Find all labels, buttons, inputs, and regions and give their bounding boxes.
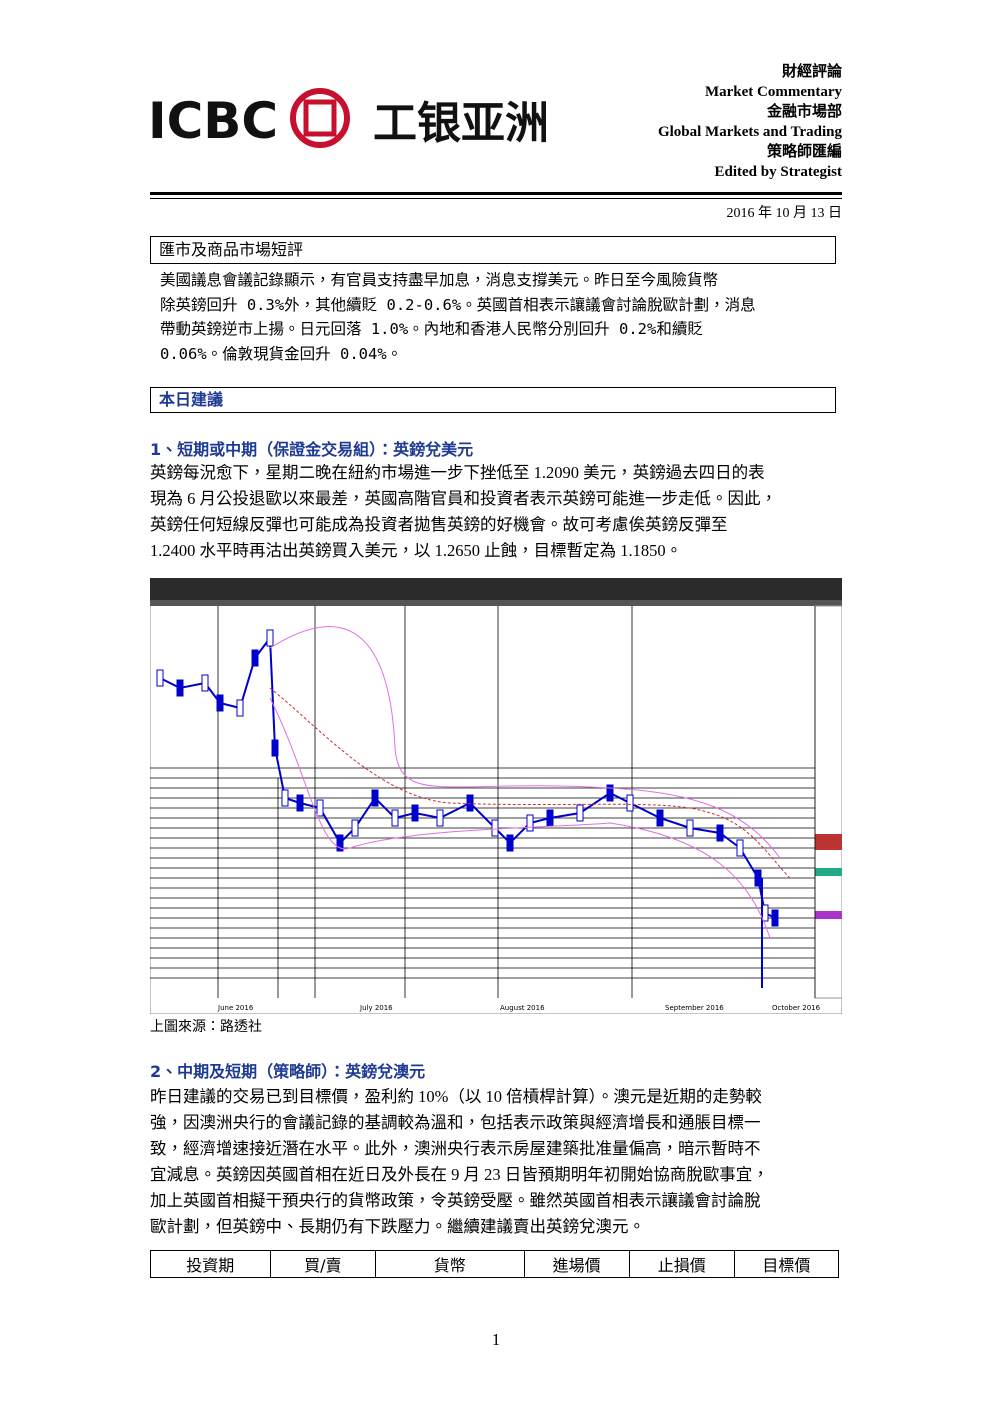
candle — [216, 694, 224, 712]
candle — [656, 809, 664, 827]
header-line: 策略師匯編 — [766, 144, 842, 160]
marker — [815, 911, 842, 919]
candle — [296, 794, 304, 812]
text-line: 歐計劃，但英鎊中、長期仍有下跌壓力。繼續建議賣出英鎊兌澳元。 — [150, 1217, 645, 1236]
price-axis — [814, 605, 842, 999]
logo: ICBC 工银亚洲 — [148, 88, 549, 148]
date: 2016 年 10 月 13 日 — [726, 206, 843, 221]
candle — [251, 649, 259, 667]
text-line: 現為 6 月公投退歐以來最差，英國高階官員和投資者表示英鎊可能進一步走低。因此， — [150, 489, 777, 508]
logo-mark — [290, 88, 350, 148]
header-line: 財經評論 — [781, 64, 842, 80]
toolbar — [150, 578, 842, 600]
axis-label: October 2016 — [772, 1004, 821, 1012]
heading: 2、中期及短期（策略師）：英鎊兌澳元 — [150, 1062, 426, 1081]
section-title: 本日建議 — [150, 387, 836, 413]
axis-label: July 2016 — [359, 1004, 393, 1012]
candle — [736, 839, 744, 857]
candle — [771, 909, 779, 927]
candle — [491, 819, 499, 837]
candle — [316, 799, 324, 817]
paragraph: 英鎊每況愈下，星期二晚在紐約市場進一步下挫低至 1.2090 美元，英鎊過去四日… — [150, 459, 850, 563]
marker — [815, 868, 842, 876]
candle — [156, 669, 164, 687]
caption: 上圖來源：路透社 — [150, 1019, 262, 1035]
page-number: 1 — [491, 1330, 501, 1349]
header-right: 財經評論 Market Commentary 金融市場部 Global Markets… — [658, 62, 842, 182]
axis-label: September 2016 — [665, 1004, 724, 1012]
candle — [436, 809, 444, 827]
text-line: 除英鎊回升 0.3%外，其他續貶 0.2-0.6%。英國首相表示讓議會討論脫歐計… — [160, 295, 756, 314]
text-line: 英鎊每況愈下，星期二晚在紐約市場進一步下挫低至 1.2090 美元，英鎊過去四日… — [150, 463, 765, 482]
candle — [201, 674, 209, 692]
chart-image: June 2016 July 2016 August 2016 September 2… — [150, 578, 842, 1014]
band — [269, 697, 771, 939]
ma — [269, 687, 791, 879]
axis-label: June 2016 — [217, 1004, 254, 1012]
text-line: 宜減息。英鎊因英國首相在近日及外長在 9 月 23 日皆預期明年初開始協商脫歐事… — [150, 1165, 769, 1184]
candle — [281, 789, 289, 807]
band — [269, 626, 781, 859]
text-line: 強，因澳洲央行的會議記錄的基調較為溫和，包括表示政策與經濟增長和通脹目標一 — [150, 1113, 761, 1132]
candle — [391, 809, 399, 827]
text-line: 致，經濟增速接近潛在水平。此外，澳洲央行表示房屋建築批准量偏高，暗示暫時不 — [150, 1139, 761, 1158]
axis-label: August 2016 — [500, 1004, 545, 1012]
logo-cn: 工银亚洲 — [373, 98, 549, 148]
heading: 1、短期或中期（保證金交易組）：英鎊兌美元 — [150, 440, 474, 459]
candle — [754, 869, 762, 887]
header-line: Global Markets and Trading — [657, 124, 842, 140]
candle — [716, 824, 724, 842]
logo-mark — [303, 99, 337, 137]
table: 投資期 買/賣 貨幣 進場價 止損價 目標價 — [150, 1250, 840, 1278]
frame — [150, 578, 842, 1014]
table-header-cell: 投資期 — [150, 1250, 271, 1278]
candle — [506, 834, 514, 852]
logo-text: ICBC — [148, 92, 278, 148]
candle — [351, 819, 359, 837]
candle — [271, 739, 279, 757]
candle — [236, 699, 244, 717]
text-line: 美國議息會議記錄顯示，有官員支持盡早加息，消息支撐美元。昨日至今風險貨幣 — [160, 271, 719, 289]
header-line: Market Commentary — [704, 84, 842, 100]
table-header-cell: 目標價 — [733, 1250, 840, 1278]
candle — [576, 804, 584, 822]
candle — [176, 679, 184, 697]
candle — [371, 789, 379, 807]
text-line: 0.06%。倫敦現貨金回升 0.04%。 — [160, 344, 403, 363]
marker — [815, 834, 842, 850]
table-header-cell: 進場價 — [523, 1250, 630, 1278]
table-header-cell: 止損價 — [628, 1250, 735, 1278]
text-line: 英鎊任何短線反彈也可能成為投資者拋售英鎊的好機會。故可考慮俟英鎊反彈至 — [150, 515, 728, 534]
table-header-cell: 貨幣 — [374, 1250, 525, 1278]
text-line: 帶動英鎊逆市上揚。日元回落 1.0%。內地和香港人民幣分別回升 0.2%和續貶 — [160, 320, 703, 338]
header-line: Edited by Strategist — [714, 164, 843, 180]
candle — [546, 809, 554, 827]
table-header-cell: 買/賣 — [269, 1250, 376, 1278]
candle — [466, 794, 474, 812]
paragraph: 美國議息會議記錄顯示，有官員支持盡早加息，消息支撐美元。昨日至今風險貨幣除英鎊回… — [160, 268, 860, 366]
candle — [336, 834, 344, 852]
table-header: 投資期 買/賣 貨幣 進場價 止損價 目標價 — [150, 1250, 840, 1278]
header-line: 金融市場部 — [766, 104, 842, 120]
rule — [150, 192, 842, 199]
candle — [526, 814, 534, 832]
candle — [626, 794, 634, 812]
section-title: 匯市及商品市場短評 — [150, 236, 836, 264]
candle — [266, 629, 274, 647]
candle — [686, 819, 694, 837]
candle — [411, 804, 419, 822]
text-line: 昨日建議的交易已到目標價，盈利約 10%（以 10 倍槓桿計算）。澳元是近期的走… — [150, 1087, 762, 1106]
text-line: 1.2400 水平時再沽出英鎊買入美元，以 1.2650 止蝕，目標暫定為 1.… — [150, 541, 683, 560]
text-line: 加上英國首相擬干預央行的貨幣政策，令英鎊受壓。雖然英國首相表示讓議會討論脫 — [150, 1191, 761, 1210]
paragraph: 昨日建議的交易已到目標價，盈利約 10%（以 10 倍槓桿計算）。澳元是近期的走… — [150, 1083, 850, 1239]
candle — [606, 784, 614, 802]
toolbar — [150, 600, 842, 606]
